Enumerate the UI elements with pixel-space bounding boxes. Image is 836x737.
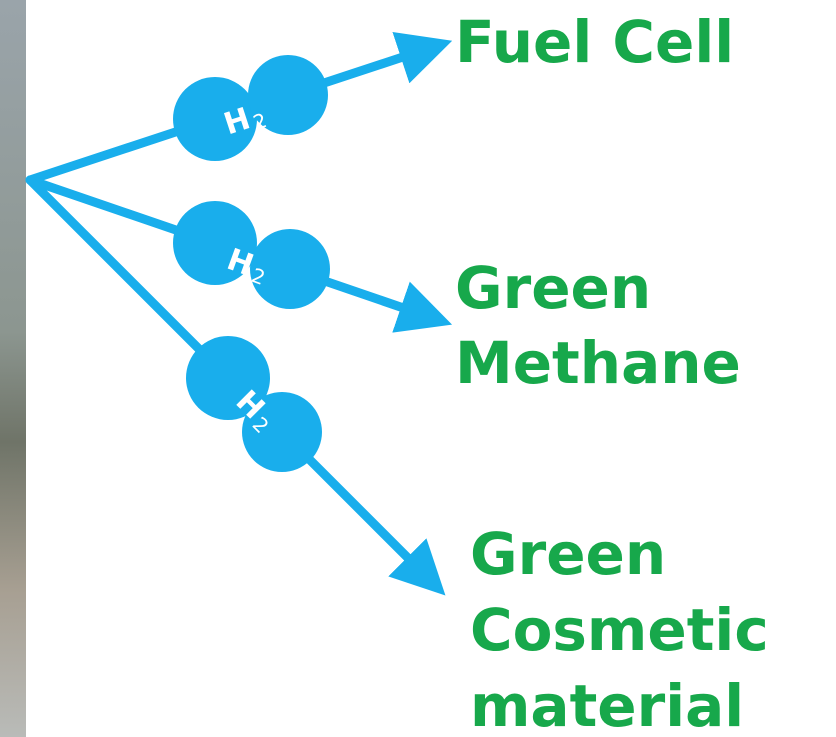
- output-label: Methane: [455, 329, 741, 397]
- diagram: H 2 H 2 H 2 Fuel Cell Green Methane Gree…: [0, 0, 836, 737]
- output-label: Green: [470, 520, 666, 588]
- output-label: Green: [455, 254, 651, 322]
- output-label: Cosmetic: [470, 596, 769, 664]
- output-label: Fuel Cell: [455, 8, 734, 76]
- background-photo: [0, 0, 26, 737]
- output-label: material: [470, 672, 744, 737]
